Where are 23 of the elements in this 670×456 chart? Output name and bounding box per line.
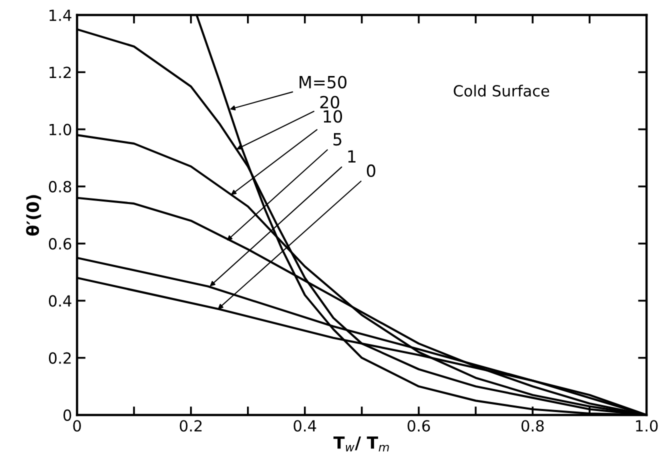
annotation: M=50	[300, 76, 346, 88]
annotation: 10	[324, 110, 342, 123]
annotation: 5	[333, 133, 342, 146]
x-tick-label: 0.6	[408, 420, 430, 432]
x-axis-title: T$_{w}$/ T$_{m}$	[333, 436, 389, 452]
annotation: 0	[366, 164, 376, 177]
y-tick-label: 1.2	[50, 66, 71, 78]
y-tick-label: 1.0	[50, 124, 72, 136]
y-tick-label: 0.4	[48, 295, 72, 307]
x-tick-label: 0.2	[180, 420, 202, 432]
annotation: 1	[348, 150, 356, 162]
y-tick-label: 0	[63, 409, 72, 421]
annotation: Cold Surface	[454, 84, 550, 97]
y-axis-title: θ′(0)	[26, 195, 42, 236]
x-tick-label: 0	[73, 420, 81, 432]
y-tick-label: 0.2	[48, 352, 71, 364]
x-tick-label: 1.0	[636, 420, 658, 432]
y-tick-label: 0.8	[48, 180, 72, 192]
annotation: 20	[320, 96, 340, 108]
x-tick-label: 0.4	[294, 420, 316, 432]
x-tick-label: 0.8	[522, 420, 544, 432]
y-tick-label: 0.6	[48, 238, 72, 250]
y-tick-label: 1.4	[50, 10, 72, 21]
